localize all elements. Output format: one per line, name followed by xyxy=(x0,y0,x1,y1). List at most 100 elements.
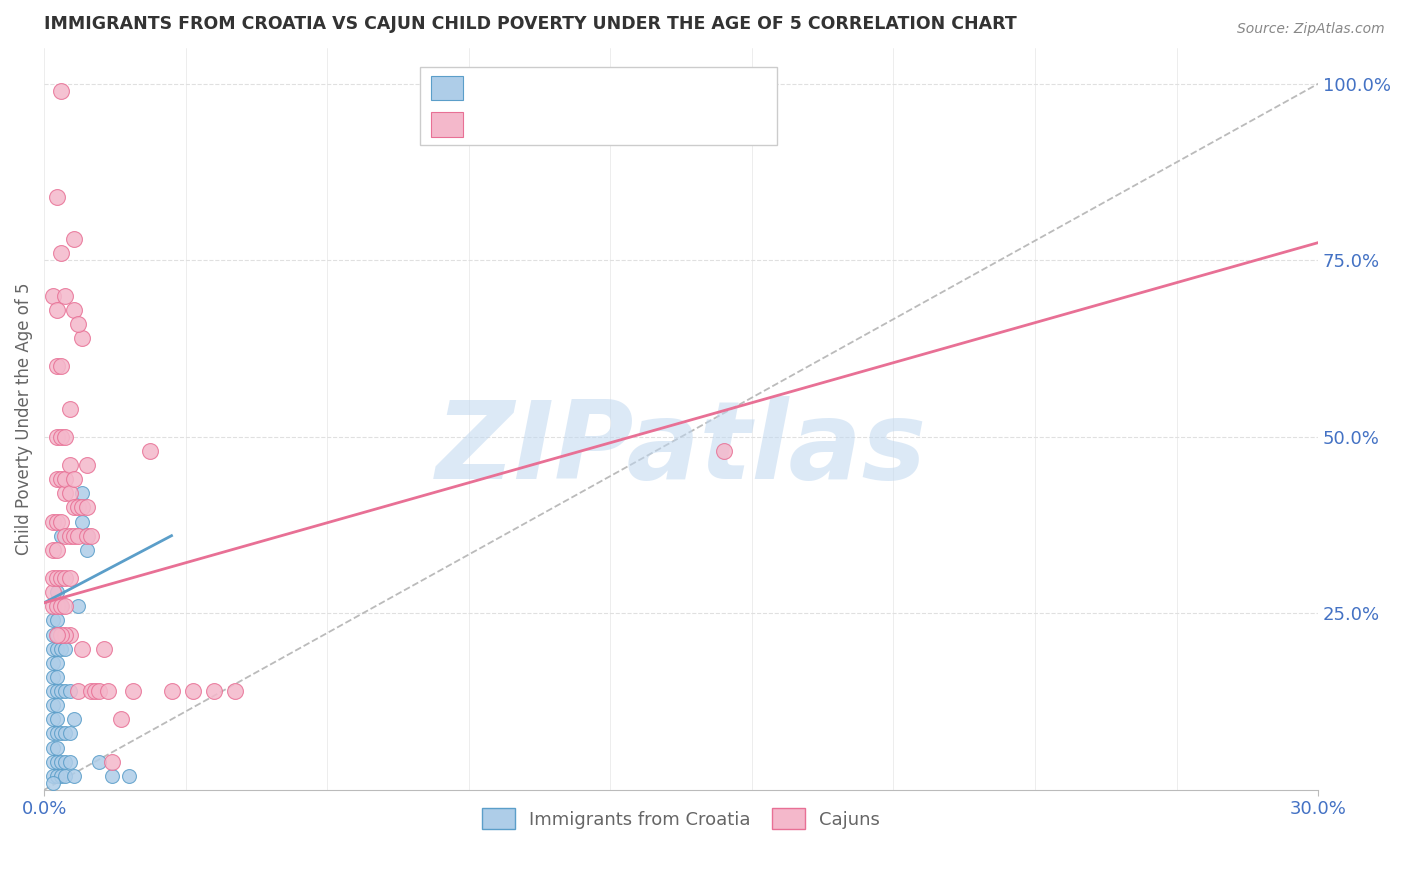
Point xyxy=(49,769,72,783)
Point xyxy=(41,656,63,670)
Point xyxy=(67,500,90,515)
Point xyxy=(713,444,735,458)
Point xyxy=(101,755,124,769)
Point xyxy=(41,288,63,302)
Point xyxy=(45,627,67,641)
Point xyxy=(84,684,107,698)
Point xyxy=(41,726,63,740)
Point xyxy=(53,486,76,500)
Point xyxy=(49,726,72,740)
Point xyxy=(101,769,124,783)
Point xyxy=(63,472,86,486)
Point xyxy=(49,755,72,769)
Point xyxy=(63,500,86,515)
Text: Source: ZipAtlas.com: Source: ZipAtlas.com xyxy=(1237,22,1385,37)
Point xyxy=(89,684,111,698)
Point xyxy=(45,769,67,783)
Point xyxy=(63,529,86,543)
Point xyxy=(118,769,141,783)
Point xyxy=(53,529,76,543)
Point xyxy=(49,599,72,614)
Point xyxy=(72,486,94,500)
Point xyxy=(63,769,86,783)
Point xyxy=(49,641,72,656)
Text: ZIPatlas: ZIPatlas xyxy=(436,396,927,502)
Point xyxy=(49,571,72,585)
Point xyxy=(45,599,67,614)
Point xyxy=(41,755,63,769)
Point xyxy=(45,740,67,755)
Point xyxy=(45,614,67,628)
Point xyxy=(41,769,63,783)
Point xyxy=(76,458,98,472)
Point xyxy=(53,599,76,614)
Point xyxy=(58,458,80,472)
Point xyxy=(53,571,76,585)
Point xyxy=(41,585,63,599)
Point xyxy=(181,684,204,698)
Point xyxy=(45,656,67,670)
Point xyxy=(41,684,63,698)
Point xyxy=(45,599,67,614)
Point xyxy=(45,627,67,641)
Point xyxy=(45,359,67,374)
Point xyxy=(67,529,90,543)
Point xyxy=(45,585,67,599)
Point xyxy=(49,529,72,543)
Point xyxy=(45,755,67,769)
Point xyxy=(58,571,80,585)
Point xyxy=(139,444,162,458)
Point xyxy=(49,430,72,444)
Point xyxy=(49,472,72,486)
Point xyxy=(41,712,63,726)
Point xyxy=(49,627,72,641)
Point xyxy=(80,529,103,543)
Point xyxy=(45,302,67,317)
Point xyxy=(49,246,72,260)
Point xyxy=(45,190,67,204)
Point xyxy=(58,529,80,543)
Point xyxy=(58,627,80,641)
Point xyxy=(53,288,76,302)
Point xyxy=(45,670,67,684)
Point xyxy=(72,515,94,529)
Point xyxy=(58,486,80,500)
Point xyxy=(72,331,94,345)
Point xyxy=(202,684,225,698)
Point xyxy=(53,627,76,641)
Point xyxy=(41,571,63,585)
Point xyxy=(53,755,76,769)
Point xyxy=(58,726,80,740)
Point xyxy=(45,542,67,557)
Point xyxy=(41,614,63,628)
Point xyxy=(224,684,246,698)
Point xyxy=(53,684,76,698)
Point xyxy=(58,684,80,698)
Point xyxy=(110,712,132,726)
Point xyxy=(63,712,86,726)
Point xyxy=(45,571,67,585)
Point xyxy=(49,571,72,585)
Point xyxy=(80,684,103,698)
Point xyxy=(45,726,67,740)
Point xyxy=(41,515,63,529)
Point xyxy=(49,515,72,529)
Point xyxy=(89,755,111,769)
Point xyxy=(53,430,76,444)
Point xyxy=(41,670,63,684)
Point xyxy=(45,472,67,486)
Point xyxy=(76,529,98,543)
Point xyxy=(41,599,63,614)
Point xyxy=(72,641,94,656)
Point xyxy=(49,359,72,374)
Point xyxy=(45,684,67,698)
Point xyxy=(122,684,145,698)
Point xyxy=(93,641,115,656)
Point xyxy=(67,317,90,331)
Point xyxy=(76,500,98,515)
Point xyxy=(41,776,63,790)
Point xyxy=(41,641,63,656)
Point xyxy=(67,599,90,614)
Point xyxy=(45,515,67,529)
Point xyxy=(63,232,86,246)
